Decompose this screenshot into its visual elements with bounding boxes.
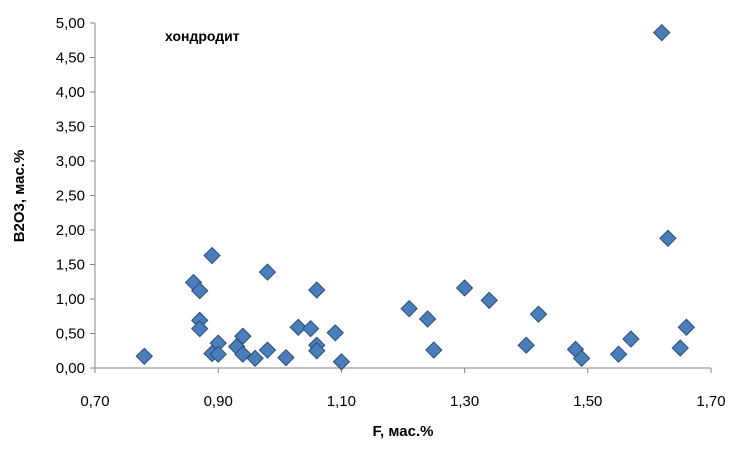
data-point — [234, 327, 252, 345]
data-point — [418, 310, 437, 328]
y-tick-label: 3,50 — [56, 119, 85, 136]
y-tick-label: 4,00 — [56, 84, 85, 101]
data-point — [455, 279, 474, 297]
data-point — [258, 263, 277, 281]
data-point — [203, 246, 221, 265]
data-point — [277, 348, 295, 367]
data-point — [529, 305, 548, 323]
data-point — [653, 23, 671, 42]
y-tick-label: 2,00 — [56, 222, 85, 239]
x-axis-title: F, мас.% — [373, 423, 434, 440]
data-point — [677, 318, 696, 336]
y-axis-ticks: 0,00 0,50 1,00 1,50 2,00 2,50 3,00 3,50 4,00 4,50… — [56, 15, 95, 377]
x-tick-label: 1,10 — [327, 393, 356, 410]
data-point — [609, 345, 628, 363]
data-point — [258, 341, 277, 359]
data-point — [191, 319, 209, 338]
y-tick-label: 3,00 — [56, 153, 85, 170]
y-tick-label: 2,50 — [56, 188, 85, 205]
y-tick-label: 1,50 — [56, 257, 85, 274]
data-point — [308, 281, 326, 299]
data-point — [480, 291, 498, 310]
y-tick-label: 4,50 — [56, 50, 85, 67]
y-tick-label: 1,00 — [56, 291, 85, 308]
data-point — [209, 345, 227, 363]
data-point — [135, 347, 153, 365]
x-tick-label: 0,70 — [80, 393, 109, 410]
data-point — [425, 341, 443, 359]
y-axis-title: B2O3, мас.% — [11, 150, 28, 243]
data-point — [622, 330, 640, 348]
chart-annotation: хондродит — [165, 28, 240, 44]
x-axis-ticks: 0,70 0,90 1,10 1,30 1,50 1,70 — [80, 368, 726, 410]
data-point — [332, 353, 351, 371]
data-point — [659, 229, 677, 247]
y-tick-label: 0,50 — [56, 326, 85, 343]
data-point — [191, 282, 209, 300]
data-point — [289, 318, 307, 336]
data-point — [308, 342, 326, 360]
data-point — [572, 349, 591, 368]
y-tick-label: 5,00 — [56, 15, 85, 32]
data-points — [135, 23, 696, 371]
x-tick-label: 1,50 — [573, 393, 602, 410]
x-tick-label: 1,30 — [450, 393, 479, 410]
data-point — [301, 319, 320, 338]
data-point — [246, 349, 264, 368]
x-tick-label: 1,70 — [696, 393, 725, 410]
y-tick-label: 0,00 — [56, 360, 85, 377]
data-point — [671, 339, 689, 357]
data-point — [517, 336, 535, 354]
data-point — [400, 299, 418, 318]
data-point — [326, 324, 344, 342]
x-tick-label: 0,90 — [204, 393, 233, 410]
